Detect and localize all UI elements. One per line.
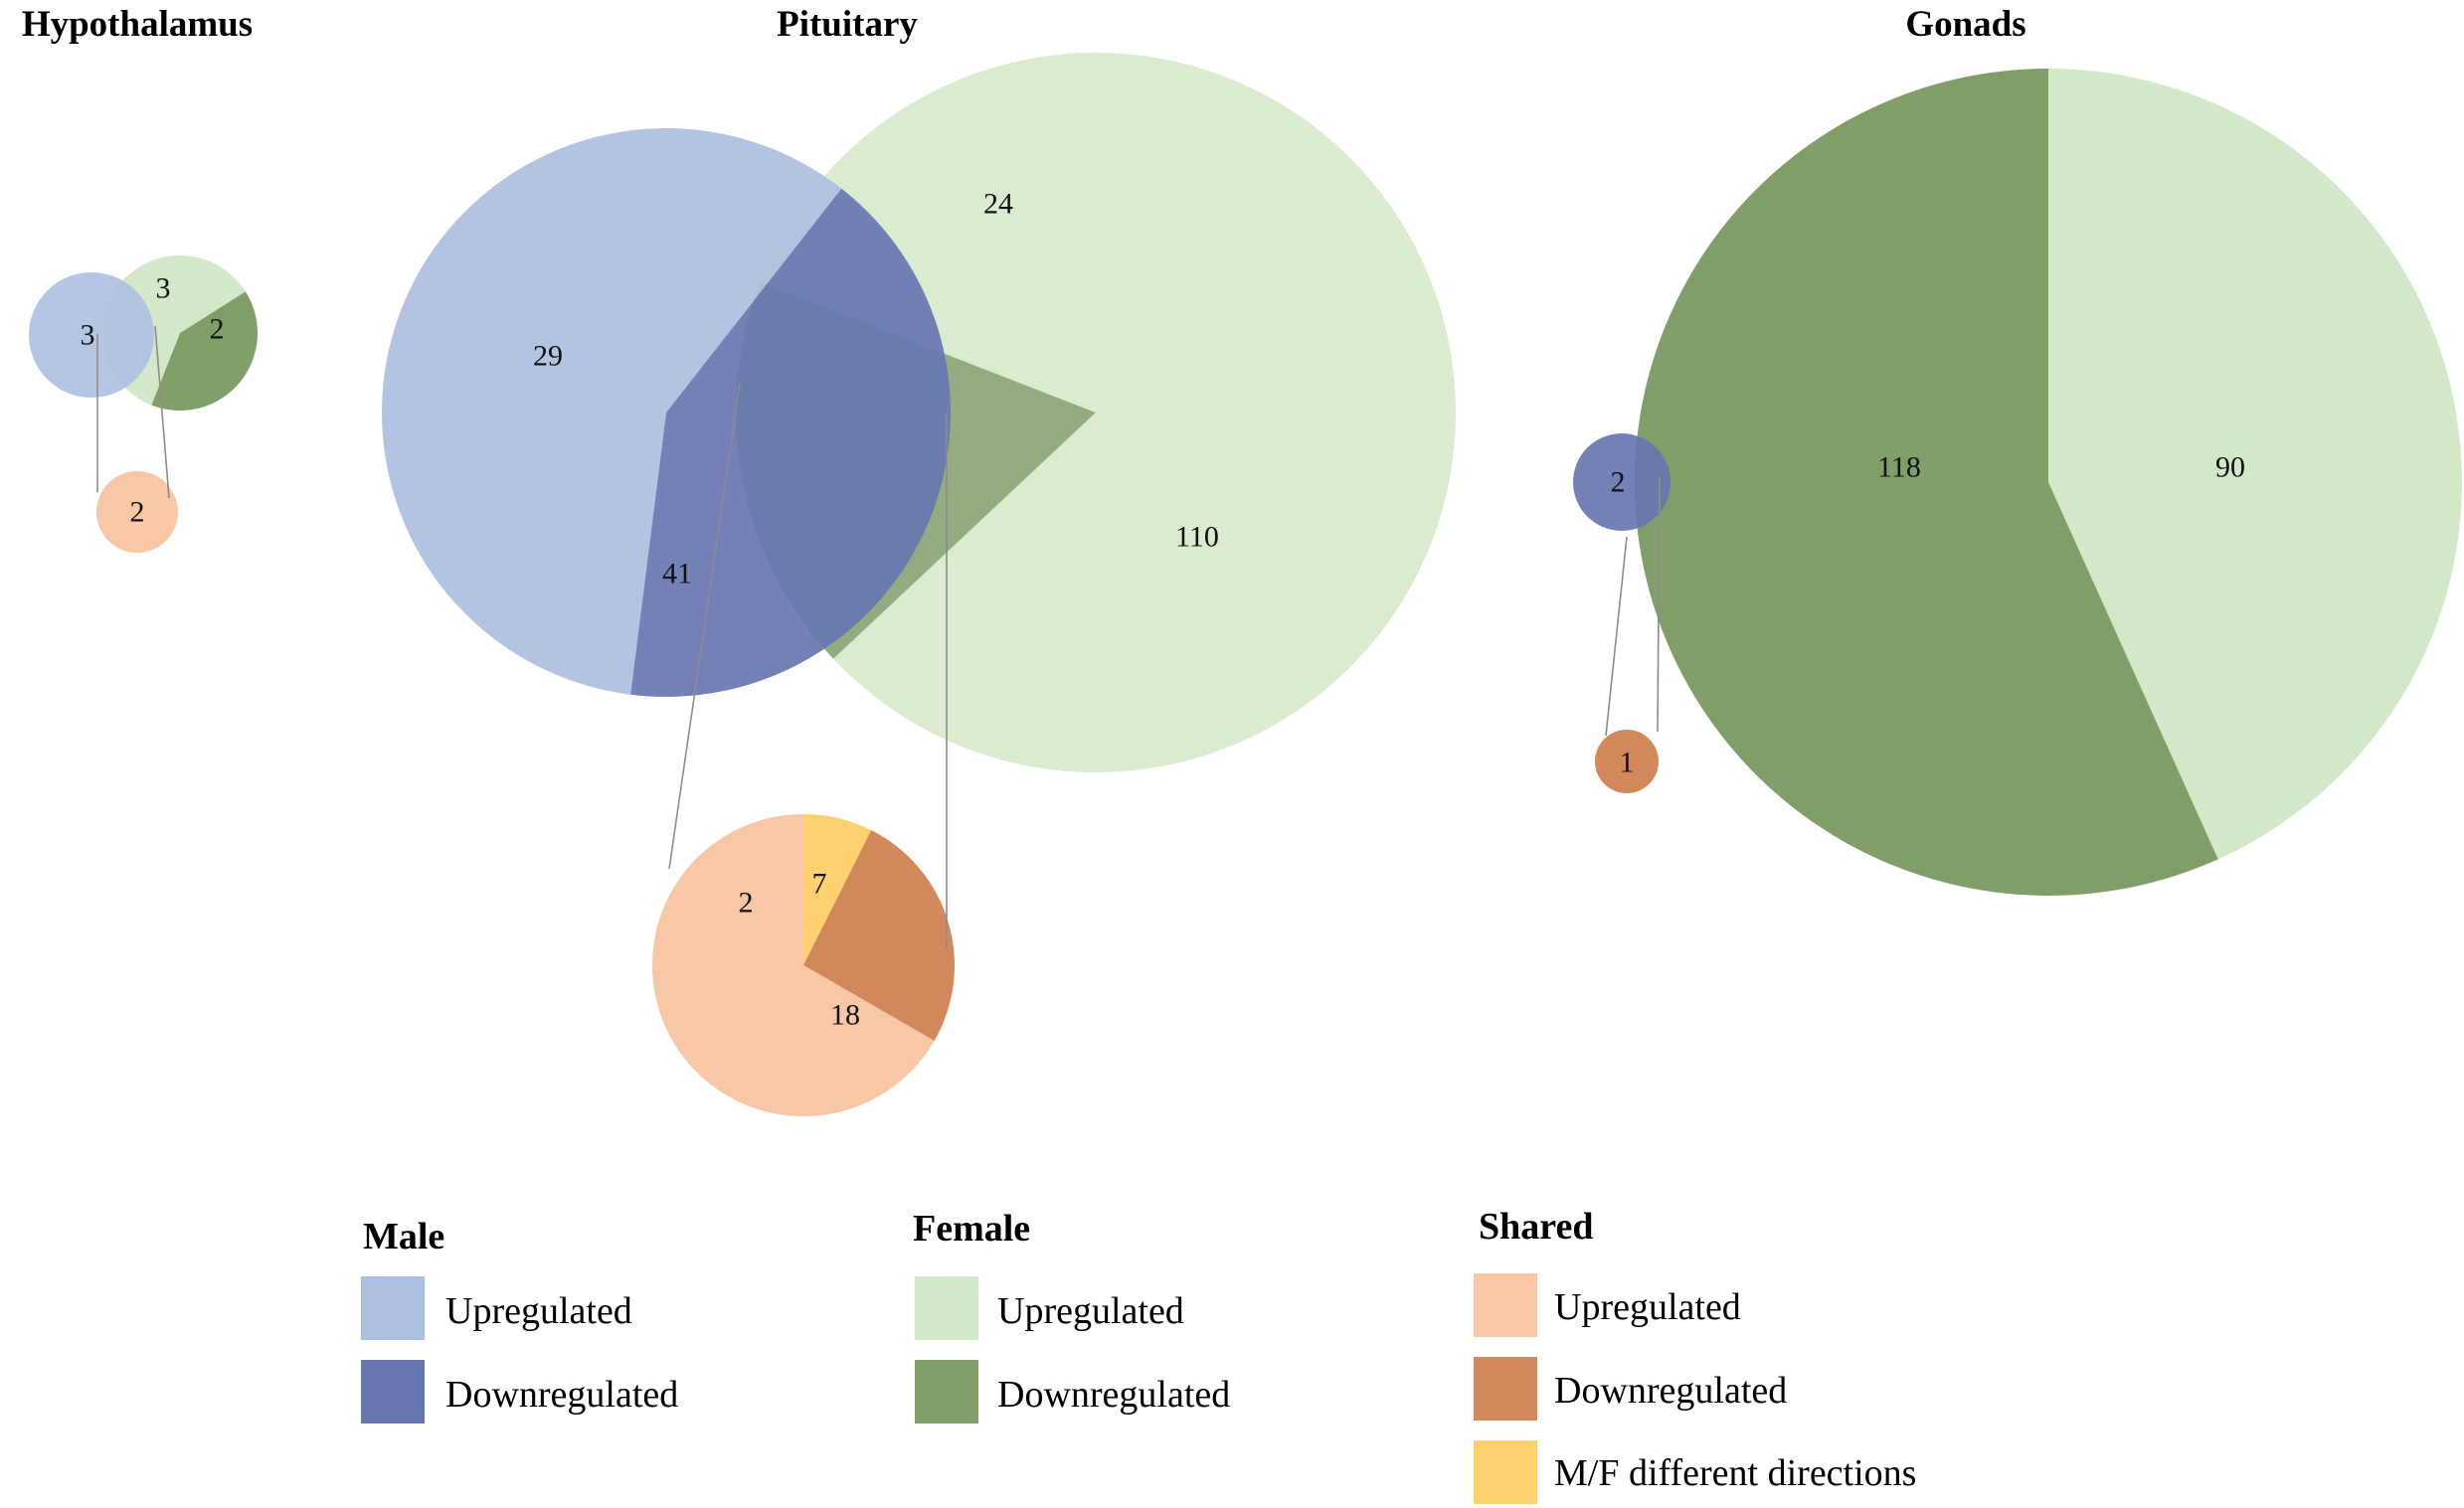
- legend-label-shared-downregulated: Downregulated: [1554, 1370, 1787, 1412]
- pituitary-shared-downregulated-slice: [803, 830, 956, 1041]
- pituitary-shared-m-f-different-directions-slice: [803, 814, 872, 965]
- legend-title-male: Male: [363, 1216, 444, 1257]
- hypothalamus-male-upregulated-label: 3: [81, 319, 95, 352]
- pituitary-shared-upregulated-label: 18: [830, 999, 860, 1032]
- gonads-male-downregulated-slice: [1573, 433, 1671, 531]
- pituitary-connector-line: [668, 382, 741, 870]
- slice-labels: 2 3 3 2 24 110 41 29 2 7 18 90 118 2 1: [81, 188, 2246, 1032]
- pituitary-female-downregulated-label: 24: [983, 188, 1013, 221]
- legend-title-shared: Shared: [1479, 1206, 1593, 1248]
- legend-label-male-upregulated: Upregulated: [445, 1290, 632, 1332]
- hypothalamus-female-upregulated-label: 3: [156, 272, 171, 305]
- hypothalamus-connector-line: [154, 325, 170, 499]
- legend-swatch-male-downregulated: [361, 1360, 425, 1424]
- connector-lines: [96, 325, 1661, 949]
- panel-title-pituitary: Pituitary: [777, 4, 918, 45]
- gonads-connector-line: [1605, 536, 1628, 737]
- pituitary-male-upregulated-label: 41: [662, 558, 692, 590]
- gonads-connector-line: [1657, 476, 1661, 733]
- hypothalamus-female-downregulated-slice: [151, 291, 258, 411]
- legend-swatch-female-upregulated: [915, 1276, 978, 1340]
- hypothalamus-shared-upregulated-slice: [96, 471, 178, 553]
- pituitary-female-upregulated-label: 110: [1175, 521, 1219, 554]
- gonads-male-downregulated-label: 2: [1611, 466, 1626, 499]
- legend: Male Upregulated Downregulated Female Up…: [361, 1206, 1916, 1504]
- legend-title-female: Female: [913, 1208, 1030, 1250]
- pituitary-male-downregulated-label: 29: [533, 340, 563, 373]
- hypothalamus-female-downregulated-label: 2: [210, 313, 225, 346]
- gonads-female-downregulated-slice: [1634, 69, 2218, 896]
- gonads-female-upregulated-label: 90: [2215, 451, 2245, 484]
- legend-group-male: Male Upregulated Downregulated: [361, 1216, 678, 1424]
- pituitary-shared-m-f-different-directions-label: 2: [739, 887, 754, 920]
- legend-swatch-shared-different-directions: [1474, 1440, 1537, 1504]
- legend-swatch-male-upregulated: [361, 1276, 425, 1340]
- legend-swatch-female-downregulated: [915, 1360, 978, 1424]
- legend-label-female-upregulated: Upregulated: [997, 1290, 1184, 1332]
- hypothalamus-male-upregulated-slice: [29, 272, 154, 398]
- legend-swatch-shared-upregulated: [1474, 1273, 1537, 1337]
- hypothalamus-shared-upregulated-label: 2: [130, 496, 145, 529]
- pituitary-female-upregulated-slice: [760, 53, 1456, 773]
- gonads-female-downregulated-label: 118: [1877, 451, 1921, 484]
- pie-slices: [29, 53, 2462, 1116]
- gonads-shared-downregulated-slice: [1595, 730, 1659, 793]
- legend-label-male-downregulated: Downregulated: [445, 1374, 678, 1416]
- panel-title-hypothalamus: Hypothalamus: [22, 4, 253, 45]
- legend-label-shared-different-directions: M/F different directions: [1554, 1452, 1916, 1494]
- panel-title-gonads: Gonads: [1905, 4, 2025, 45]
- gonads-female-upregulated-slice: [2048, 69, 2462, 860]
- legend-label-female-downregulated: Downregulated: [997, 1374, 1230, 1416]
- pituitary-shared-downregulated-label: 7: [812, 868, 827, 901]
- legend-swatch-shared-downregulated: [1474, 1357, 1537, 1421]
- legend-group-shared: Shared Upregulated Downregulated M/F dif…: [1474, 1206, 1916, 1504]
- legend-label-shared-upregulated: Upregulated: [1554, 1286, 1741, 1328]
- pituitary-male-upregulated-slice: [381, 127, 842, 695]
- legend-group-female: Female Upregulated Downregulated: [913, 1208, 1230, 1424]
- gonads-shared-downregulated-label: 1: [1620, 747, 1635, 779]
- pituitary-male-downregulated-slice: [630, 188, 951, 697]
- pituitary-shared-upregulated-slice: [652, 814, 935, 1116]
